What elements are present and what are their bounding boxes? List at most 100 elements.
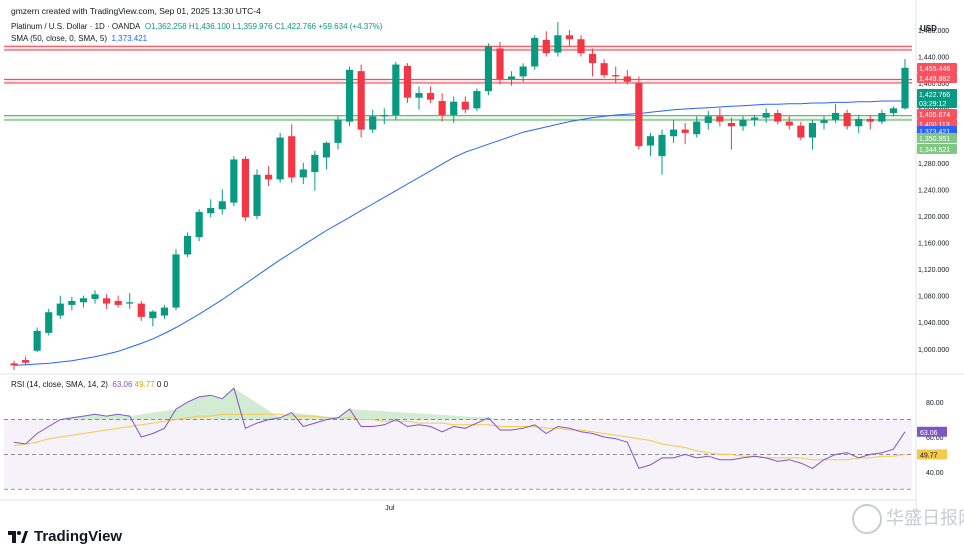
rsi-ma-value: 49.77 (134, 380, 155, 389)
sma-legend[interactable]: SMA (50, close, 0, SMA, 5) 1,373.421 (11, 34, 147, 43)
candle-body (91, 294, 99, 299)
candle-body (288, 136, 296, 178)
open-value: O1,362.258 (144, 22, 187, 31)
candle-body (311, 154, 319, 173)
candle-body (612, 75, 620, 77)
candle-body (21, 360, 30, 363)
price-label-bg (917, 133, 957, 143)
low-value: L1,359.976 (232, 22, 273, 31)
candle-body (554, 35, 562, 53)
price-axis-tick: 1,120.000 (918, 267, 949, 274)
candle-body (218, 201, 226, 210)
rsi-value: 63.06 (112, 380, 133, 389)
candle-body (820, 120, 828, 123)
candle-body (878, 112, 886, 122)
candle-body (507, 76, 516, 80)
candle-body (149, 311, 157, 319)
candle-body (137, 303, 145, 317)
candle-body (426, 93, 435, 100)
candle-body (739, 119, 747, 127)
price-label: 1,373.421 (919, 129, 950, 136)
price-label-bg (917, 144, 957, 154)
sma-label: SMA (50, close, 0, SMA, 5) (11, 34, 108, 43)
candle-body (831, 112, 840, 120)
candle-body (623, 76, 631, 82)
price-axis-tick: 1,280.000 (918, 161, 949, 168)
candle-body (114, 300, 122, 305)
candle-body (183, 235, 192, 255)
candle-body (646, 136, 655, 146)
support-zone (4, 115, 912, 120)
candle-body (357, 71, 365, 130)
main-legend: Platinum / U.S. Dollar · 1D · OANDA O1,3… (11, 22, 382, 31)
candle-body (126, 302, 134, 304)
candle-body (866, 118, 874, 122)
candle-body (380, 114, 388, 117)
price-label: 1,350.951 (919, 136, 950, 143)
price-axis-tick: 1,040.000 (918, 320, 949, 327)
resistance-zone (4, 46, 912, 50)
candle-body (855, 118, 863, 127)
sma-value: 1,373.421 (111, 34, 148, 43)
candle-body (681, 129, 689, 133)
date-axis-tick: Jul (385, 503, 395, 512)
rsi-axis-tick: 40.00 (926, 470, 944, 477)
candle-body (230, 159, 238, 203)
price-label-bg (917, 89, 957, 99)
candle-body (600, 63, 608, 76)
candle-body (785, 121, 793, 126)
price-label-bg (917, 73, 957, 83)
price-label-bg (917, 63, 957, 73)
price-axis-tick: 1,200.000 (918, 214, 949, 221)
candle-body (635, 83, 643, 147)
tradingview-brand: TradingView (34, 528, 123, 545)
candle-body (264, 174, 273, 180)
candle-body (33, 330, 41, 351)
candle-body (403, 65, 412, 98)
candle-body (565, 35, 574, 40)
symbol-label[interactable]: Platinum / U.S. Dollar · 1D · OANDA (11, 22, 141, 31)
candle-body (322, 142, 331, 158)
candle-body (10, 363, 18, 366)
candle-body (45, 312, 53, 333)
high-value: H1,436.100 (188, 22, 231, 31)
rsi-line (13, 387, 906, 470)
price-label: 03:29:12 (919, 101, 946, 108)
candle-body (68, 300, 76, 305)
rsi-value-label: 63.06 (920, 430, 938, 437)
price-axis-tick: 1,000.000 (918, 347, 949, 354)
candle-body (241, 158, 250, 218)
candle-body (750, 117, 759, 120)
chart-attribution: gmzern created with TradingView.com, Sep… (11, 6, 261, 16)
candle-body (693, 121, 701, 135)
candle-body (577, 39, 585, 54)
candle-body (484, 46, 493, 92)
price-label: 1,344.521 (919, 147, 950, 154)
rsi-value-label-bg (917, 426, 947, 437)
candle-body (102, 298, 111, 304)
rsi-axis-tick: 80.00 (926, 400, 944, 407)
close-value: C1,422.766 (274, 22, 317, 31)
price-axis-tick: 1,440.000 (918, 55, 949, 62)
candle-body (369, 116, 377, 130)
tradingview-logo[interactable]: TradingView (8, 528, 122, 545)
watermark-text: 华盛日报网 (886, 508, 964, 529)
candle-body (889, 108, 898, 113)
candle-body (716, 116, 724, 122)
price-label: 1,400.113 (919, 122, 950, 129)
change-value: +59.634 (+4.37%) (318, 22, 383, 31)
candle-body (774, 112, 782, 122)
price-label: 1,449.882 (919, 76, 950, 83)
candle-body (160, 307, 169, 316)
candle-body (79, 298, 88, 303)
currency-label[interactable]: USD (920, 24, 937, 33)
candle-body (450, 101, 458, 115)
tradingview-logo-icon (8, 530, 28, 543)
price-axis-tick: 1,160.000 (918, 240, 949, 247)
rsi-legend[interactable]: RSI (14, close, SMA, 14, 2) 63.06 49.77 … (11, 380, 168, 389)
candle-body (392, 64, 400, 115)
candle-body (669, 129, 678, 137)
candle-body (299, 169, 307, 178)
candle-body (588, 53, 597, 64)
